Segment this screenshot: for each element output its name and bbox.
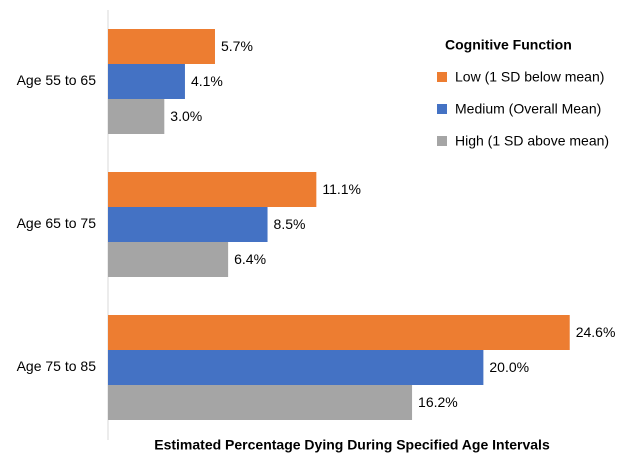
legend-label: Medium (Overall Mean): [455, 101, 601, 117]
category-label: Age 75 to 85: [17, 358, 97, 374]
value-label: 6.4%: [234, 251, 266, 267]
legend-swatch: [437, 104, 447, 114]
bar: [108, 315, 570, 350]
value-label: 4.1%: [191, 73, 223, 89]
bar: [108, 64, 185, 99]
bar: [108, 99, 165, 134]
value-label: 16.2%: [418, 394, 458, 410]
legend-label: Low (1 SD below mean): [455, 69, 604, 85]
value-label: 3.0%: [170, 108, 202, 124]
legend-label: High (1 SD above mean): [455, 133, 609, 149]
value-label: 24.6%: [576, 324, 616, 340]
bar: [108, 385, 413, 420]
bar: [108, 207, 268, 242]
value-label: 5.7%: [221, 38, 253, 54]
x-axis-title: Estimated Percentage Dying During Specif…: [154, 437, 550, 453]
value-label: 11.1%: [322, 181, 361, 197]
bar: [108, 172, 317, 207]
legend-swatch: [437, 72, 447, 82]
legend-swatch: [437, 136, 447, 146]
value-label: 8.5%: [274, 216, 306, 232]
value-label: 20.0%: [489, 359, 529, 375]
bar: [108, 242, 229, 277]
category-label: Age 65 to 75: [17, 215, 97, 231]
bar: [108, 29, 215, 64]
legend-title: Cognitive Function: [445, 37, 572, 53]
bar: [108, 350, 484, 385]
category-label: Age 55 to 65: [17, 72, 97, 88]
